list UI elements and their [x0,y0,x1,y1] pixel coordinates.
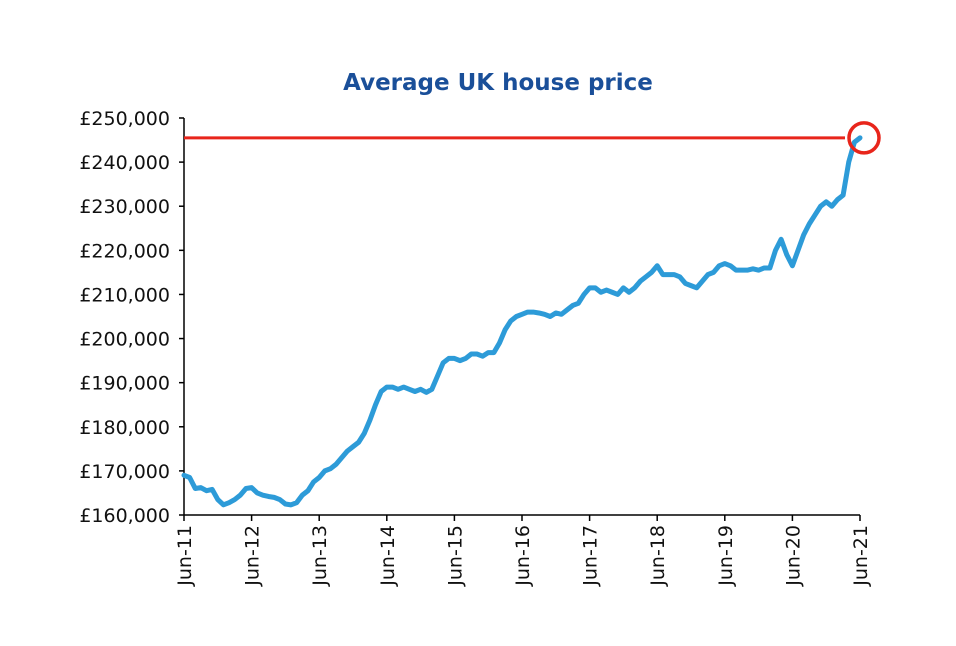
x-tick-label: Jun-18 [647,525,669,587]
y-tick-label: £220,000 [79,240,170,262]
x-tick-label: Jun-11 [174,525,196,587]
x-tick-label: Jun-16 [512,525,534,587]
chart-title: Average UK house price [343,70,653,96]
x-tick-label: Jun-13 [309,525,331,587]
x-tick-label: Jun-21 [850,525,872,587]
x-tick-label: Jun-12 [242,525,264,587]
y-tick-label: £240,000 [79,152,170,174]
x-tick-label: Jun-17 [580,525,602,587]
y-tick-label: £200,000 [79,329,170,351]
x-tick-label: Jun-15 [444,525,466,587]
y-tick-label: £170,000 [79,461,170,483]
x-tick-label: Jun-20 [782,525,804,587]
line-series [181,135,863,508]
y-tick-label: £160,000 [79,505,170,527]
y-tick-label: £210,000 [79,284,170,306]
y-tick-label: £250,000 [79,108,170,130]
y-tick-label: £180,000 [79,417,170,439]
highlight-circle [847,121,881,155]
y-tick-label: £230,000 [79,196,170,218]
x-tick-label: Jun-14 [377,525,399,587]
y-tick-label: £190,000 [79,373,170,395]
x-tick-label: Jun-19 [715,525,737,587]
